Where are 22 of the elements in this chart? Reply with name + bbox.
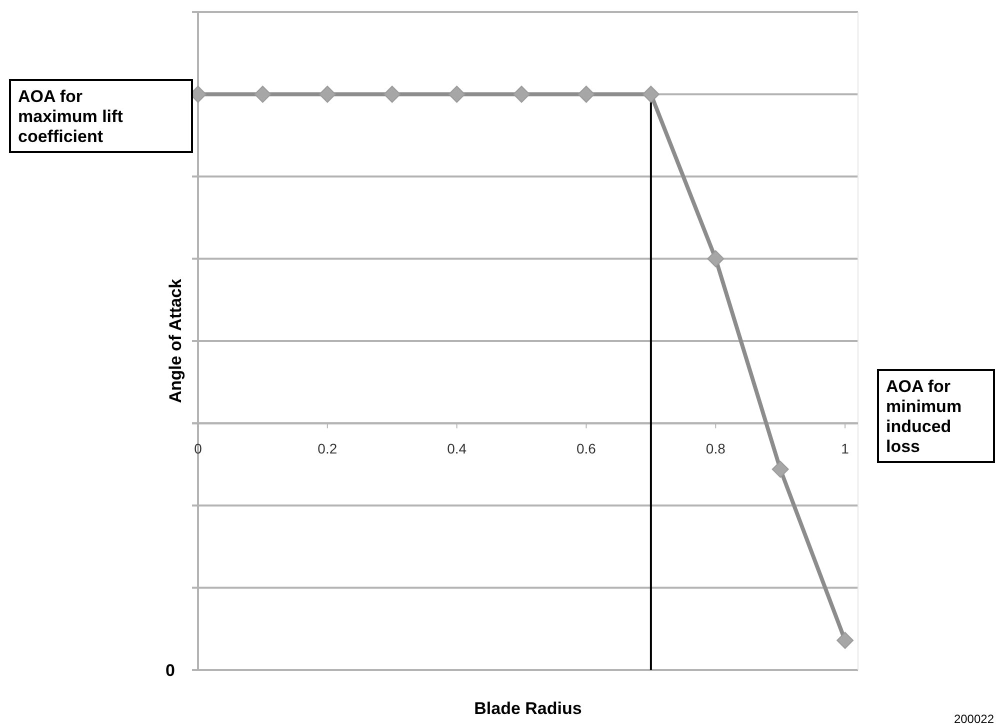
point [772,460,789,478]
text: 0 [166,661,175,680]
x-tick-label: 0.2 [318,440,338,456]
point [254,86,272,103]
text: 200022 [954,712,994,726]
point [836,632,854,649]
x-tick-label: 1 [841,440,850,456]
point [384,86,401,103]
x-tick-label: 0 [194,440,202,456]
point [448,86,466,103]
text: AOA for maximum lift coefficient [18,87,124,146]
x-axis-title: Blade Radius [474,699,582,718]
text: AOA for minimum induced loss [886,377,962,456]
point [318,86,336,103]
x-tick-label: 0.4 [447,440,467,456]
x-tick-label: 0.8 [706,440,726,456]
point [513,86,530,103]
point [707,250,724,268]
y-axis-title: Angle of Attack [166,278,185,404]
x-tick-label: 0.6 [576,440,596,456]
point [578,86,595,103]
point [642,86,660,103]
